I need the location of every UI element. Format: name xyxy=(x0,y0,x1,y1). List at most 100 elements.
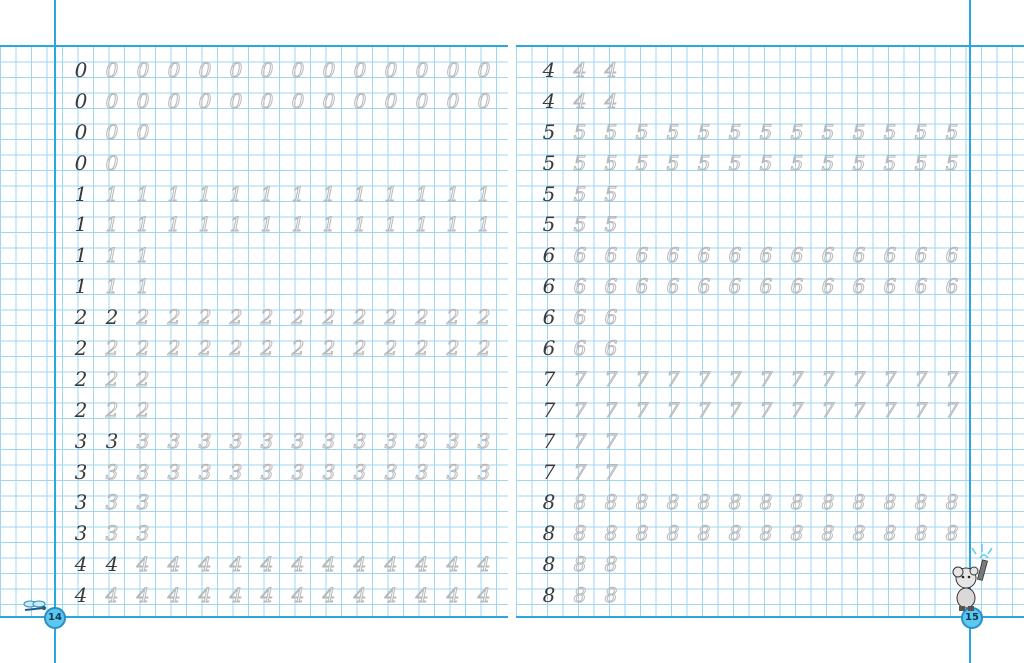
tracing-digit[interactable]: 2 xyxy=(322,305,336,330)
tracing-digit[interactable]: 2 xyxy=(136,336,150,361)
tracing-digit[interactable]: 8 xyxy=(759,521,773,546)
tracing-digit[interactable]: 3 xyxy=(105,459,119,484)
tracing-digit[interactable]: 0 xyxy=(260,58,274,83)
tracing-digit[interactable]: 7 xyxy=(604,459,618,484)
tracing-digit[interactable]: 4 xyxy=(573,58,587,83)
tracing-digit[interactable]: 8 xyxy=(759,490,773,515)
tracing-digit[interactable]: 8 xyxy=(666,521,680,546)
tracing-digit[interactable]: 4 xyxy=(322,552,336,577)
tracing-digit[interactable]: 6 xyxy=(666,243,680,268)
tracing-digit[interactable]: 8 xyxy=(821,521,835,546)
tracing-digit[interactable]: 2 xyxy=(105,336,119,361)
tracing-digit[interactable]: 7 xyxy=(945,366,959,391)
tracing-digit[interactable]: 6 xyxy=(759,243,773,268)
tracing-digit[interactable]: 7 xyxy=(635,366,649,391)
tracing-digit[interactable]: 7 xyxy=(790,397,804,422)
tracing-digit[interactable]: 7 xyxy=(883,366,897,391)
tracing-digit[interactable]: 5 xyxy=(852,150,866,175)
tracing-digit[interactable]: 8 xyxy=(573,490,587,515)
tracing-digit[interactable]: 5 xyxy=(914,119,928,144)
tracing-digit[interactable]: 6 xyxy=(883,243,897,268)
tracing-digit[interactable]: 7 xyxy=(759,397,773,422)
tracing-digit[interactable]: 2 xyxy=(136,397,150,422)
tracing-digit[interactable]: 8 xyxy=(790,490,804,515)
tracing-digit[interactable]: 0 xyxy=(477,88,491,113)
tracing-digit[interactable]: 6 xyxy=(573,305,587,330)
tracing-digit[interactable]: 5 xyxy=(821,150,835,175)
tracing-digit[interactable]: 6 xyxy=(728,274,742,299)
tracing-digit[interactable]: 7 xyxy=(604,366,618,391)
tracing-digit[interactable]: 6 xyxy=(635,274,649,299)
tracing-digit[interactable]: 2 xyxy=(136,366,150,391)
tracing-digit[interactable]: 0 xyxy=(229,58,243,83)
tracing-digit[interactable]: 2 xyxy=(291,336,305,361)
tracing-digit[interactable]: 5 xyxy=(666,150,680,175)
tracing-digit[interactable]: 5 xyxy=(883,150,897,175)
tracing-digit[interactable]: 0 xyxy=(322,58,336,83)
tracing-digit[interactable]: 7 xyxy=(852,366,866,391)
tracing-digit[interactable]: 4 xyxy=(477,552,491,577)
tracing-digit[interactable]: 4 xyxy=(353,583,367,608)
tracing-digit[interactable]: 1 xyxy=(353,181,367,206)
tracing-digit[interactable]: 7 xyxy=(573,397,587,422)
tracing-digit[interactable]: 7 xyxy=(914,397,928,422)
tracing-digit[interactable]: 8 xyxy=(914,521,928,546)
tracing-digit[interactable]: 0 xyxy=(322,88,336,113)
tracing-digit[interactable]: 4 xyxy=(604,58,618,83)
tracing-digit[interactable]: 8 xyxy=(604,490,618,515)
tracing-digit[interactable]: 3 xyxy=(105,490,119,515)
tracing-digit[interactable]: 8 xyxy=(945,521,959,546)
tracing-digit[interactable]: 7 xyxy=(914,366,928,391)
tracing-digit[interactable]: 7 xyxy=(883,397,897,422)
tracing-digit[interactable]: 1 xyxy=(446,212,460,237)
tracing-digit[interactable]: 4 xyxy=(446,552,460,577)
tracing-digit[interactable]: 2 xyxy=(353,305,367,330)
tracing-digit[interactable]: 5 xyxy=(697,150,711,175)
tracing-digit[interactable]: 2 xyxy=(477,305,491,330)
tracing-digit[interactable]: 0 xyxy=(477,58,491,83)
tracing-digit[interactable]: 1 xyxy=(415,181,429,206)
tracing-digit[interactable]: 2 xyxy=(229,305,243,330)
tracing-digit[interactable]: 1 xyxy=(198,181,212,206)
tracing-digit[interactable]: 3 xyxy=(477,459,491,484)
tracing-digit[interactable]: 3 xyxy=(477,428,491,453)
tracing-digit[interactable]: 1 xyxy=(415,212,429,237)
tracing-digit[interactable]: 6 xyxy=(852,274,866,299)
tracing-digit[interactable]: 0 xyxy=(384,58,398,83)
tracing-digit[interactable]: 0 xyxy=(198,58,212,83)
tracing-digit[interactable]: 7 xyxy=(759,366,773,391)
tracing-digit[interactable]: 3 xyxy=(136,490,150,515)
tracing-digit[interactable]: 3 xyxy=(415,459,429,484)
tracing-digit[interactable]: 3 xyxy=(446,459,460,484)
tracing-digit[interactable]: 3 xyxy=(291,459,305,484)
tracing-digit[interactable]: 8 xyxy=(945,490,959,515)
tracing-digit[interactable]: 3 xyxy=(384,459,398,484)
tracing-digit[interactable]: 1 xyxy=(322,212,336,237)
tracing-digit[interactable]: 8 xyxy=(697,490,711,515)
tracing-digit[interactable]: 0 xyxy=(446,88,460,113)
tracing-digit[interactable]: 7 xyxy=(666,366,680,391)
tracing-digit[interactable]: 8 xyxy=(697,521,711,546)
tracing-digit[interactable]: 3 xyxy=(136,428,150,453)
tracing-digit[interactable]: 3 xyxy=(229,459,243,484)
tracing-digit[interactable]: 4 xyxy=(384,552,398,577)
tracing-digit[interactable]: 0 xyxy=(353,58,367,83)
tracing-digit[interactable]: 6 xyxy=(604,336,618,361)
tracing-digit[interactable]: 3 xyxy=(260,459,274,484)
tracing-digit[interactable]: 7 xyxy=(945,397,959,422)
tracing-digit[interactable]: 4 xyxy=(446,583,460,608)
tracing-digit[interactable]: 4 xyxy=(384,583,398,608)
tracing-digit[interactable]: 5 xyxy=(573,119,587,144)
tracing-digit[interactable]: 3 xyxy=(322,428,336,453)
tracing-digit[interactable]: 5 xyxy=(573,212,587,237)
tracing-digit[interactable]: 1 xyxy=(353,212,367,237)
tracing-digit[interactable]: 6 xyxy=(790,243,804,268)
tracing-digit[interactable]: 4 xyxy=(415,552,429,577)
tracing-digit[interactable]: 7 xyxy=(635,397,649,422)
tracing-digit[interactable]: 4 xyxy=(136,583,150,608)
tracing-digit[interactable]: 8 xyxy=(635,521,649,546)
tracing-digit[interactable]: 4 xyxy=(198,583,212,608)
tracing-digit[interactable]: 5 xyxy=(573,150,587,175)
tracing-digit[interactable]: 0 xyxy=(291,88,305,113)
tracing-digit[interactable]: 0 xyxy=(136,119,150,144)
